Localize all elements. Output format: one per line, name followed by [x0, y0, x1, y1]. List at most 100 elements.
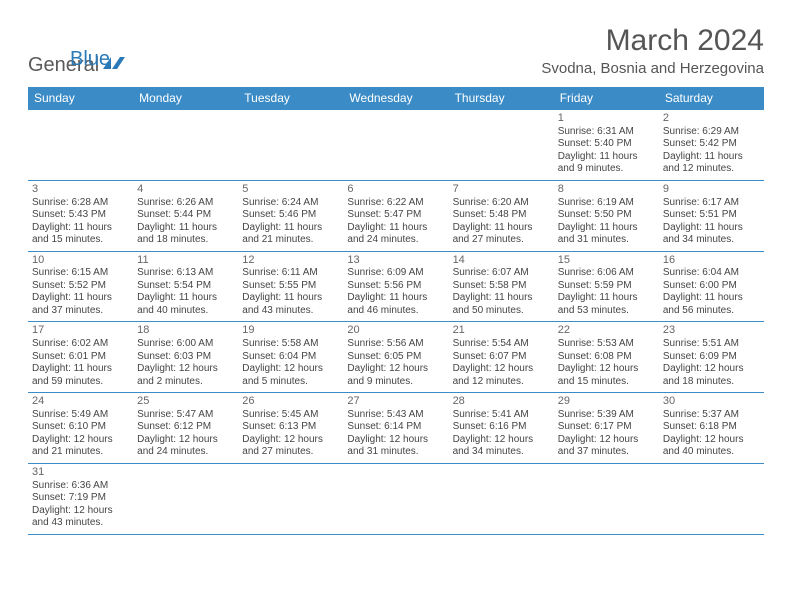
day-daylight2: and 12 minutes. [453, 376, 550, 389]
day-cell: 29Sunrise: 5:39 AMSunset: 6:17 PMDayligh… [554, 393, 659, 463]
day-sunrise: Sunrise: 5:58 AM [242, 338, 339, 351]
day-sunset: Sunset: 6:00 PM [663, 280, 760, 293]
day-sunrise: Sunrise: 6:36 AM [32, 480, 129, 493]
day-cell-empty [343, 464, 448, 534]
day-daylight1: Daylight: 11 hours [453, 222, 550, 235]
day-sunrise: Sunrise: 5:39 AM [558, 409, 655, 422]
day-sunrise: Sunrise: 5:43 AM [347, 409, 444, 422]
day-daylight2: and 50 minutes. [453, 305, 550, 318]
day-cell-empty [238, 464, 343, 534]
day-number: 18 [137, 324, 234, 338]
day-daylight2: and 31 minutes. [558, 234, 655, 247]
day-daylight1: Daylight: 11 hours [242, 292, 339, 305]
day-sunset: Sunset: 6:01 PM [32, 351, 129, 364]
location-subtitle: Svodna, Bosnia and Herzegovina [541, 60, 764, 77]
day-header-row: SundayMondayTuesdayWednesdayThursdayFrid… [28, 87, 764, 110]
day-sunrise: Sunrise: 6:29 AM [663, 126, 760, 139]
week-row: 3Sunrise: 6:28 AMSunset: 5:43 PMDaylight… [28, 181, 764, 252]
day-daylight1: Daylight: 11 hours [137, 292, 234, 305]
day-sunrise: Sunrise: 6:07 AM [453, 267, 550, 280]
day-daylight1: Daylight: 12 hours [137, 434, 234, 447]
day-daylight1: Daylight: 11 hours [347, 222, 444, 235]
day-daylight1: Daylight: 12 hours [453, 434, 550, 447]
day-cell: 7Sunrise: 6:20 AMSunset: 5:48 PMDaylight… [449, 181, 554, 251]
day-header: Thursday [449, 87, 554, 110]
day-sunrise: Sunrise: 6:04 AM [663, 267, 760, 280]
day-cell: 18Sunrise: 6:00 AMSunset: 6:03 PMDayligh… [133, 322, 238, 392]
day-sunset: Sunset: 6:16 PM [453, 421, 550, 434]
day-daylight2: and 15 minutes. [32, 234, 129, 247]
day-sunset: Sunset: 5:47 PM [347, 209, 444, 222]
day-sunset: Sunset: 5:50 PM [558, 209, 655, 222]
day-header: Tuesday [238, 87, 343, 110]
day-daylight2: and 31 minutes. [347, 446, 444, 459]
day-daylight2: and 59 minutes. [32, 376, 129, 389]
day-sunrise: Sunrise: 6:28 AM [32, 197, 129, 210]
day-sunset: Sunset: 6:05 PM [347, 351, 444, 364]
day-cell: 22Sunrise: 5:53 AMSunset: 6:08 PMDayligh… [554, 322, 659, 392]
day-daylight1: Daylight: 11 hours [347, 292, 444, 305]
day-number: 26 [242, 395, 339, 409]
weeks-container: 1Sunrise: 6:31 AMSunset: 5:40 PMDaylight… [28, 110, 764, 535]
day-cell: 27Sunrise: 5:43 AMSunset: 6:14 PMDayligh… [343, 393, 448, 463]
day-cell: 15Sunrise: 6:06 AMSunset: 5:59 PMDayligh… [554, 252, 659, 322]
day-sunset: Sunset: 5:42 PM [663, 138, 760, 151]
day-cell: 12Sunrise: 6:11 AMSunset: 5:55 PMDayligh… [238, 252, 343, 322]
day-cell: 1Sunrise: 6:31 AMSunset: 5:40 PMDaylight… [554, 110, 659, 180]
day-sunrise: Sunrise: 6:02 AM [32, 338, 129, 351]
day-sunrise: Sunrise: 6:26 AM [137, 197, 234, 210]
day-daylight2: and 24 minutes. [347, 234, 444, 247]
day-cell: 19Sunrise: 5:58 AMSunset: 6:04 PMDayligh… [238, 322, 343, 392]
day-cell: 23Sunrise: 5:51 AMSunset: 6:09 PMDayligh… [659, 322, 764, 392]
day-header: Friday [554, 87, 659, 110]
day-cell: 30Sunrise: 5:37 AMSunset: 6:18 PMDayligh… [659, 393, 764, 463]
day-number: 27 [347, 395, 444, 409]
day-sunset: Sunset: 6:12 PM [137, 421, 234, 434]
day-sunrise: Sunrise: 6:20 AM [453, 197, 550, 210]
day-sunset: Sunset: 6:14 PM [347, 421, 444, 434]
day-sunset: Sunset: 5:48 PM [453, 209, 550, 222]
day-cell-empty [133, 464, 238, 534]
day-sunset: Sunset: 5:40 PM [558, 138, 655, 151]
day-sunset: Sunset: 5:51 PM [663, 209, 760, 222]
day-number: 3 [32, 183, 129, 197]
day-daylight1: Daylight: 12 hours [32, 505, 129, 518]
day-daylight1: Daylight: 11 hours [32, 292, 129, 305]
day-cell: 26Sunrise: 5:45 AMSunset: 6:13 PMDayligh… [238, 393, 343, 463]
week-row: 10Sunrise: 6:15 AMSunset: 5:52 PMDayligh… [28, 252, 764, 323]
day-daylight2: and 46 minutes. [347, 305, 444, 318]
day-sunrise: Sunrise: 6:09 AM [347, 267, 444, 280]
day-cell-empty [28, 110, 133, 180]
day-number: 11 [137, 254, 234, 268]
day-number: 5 [242, 183, 339, 197]
day-cell-empty [343, 110, 448, 180]
day-cell-empty [449, 110, 554, 180]
day-daylight2: and 43 minutes. [32, 517, 129, 530]
day-daylight2: and 37 minutes. [558, 446, 655, 459]
day-daylight2: and 56 minutes. [663, 305, 760, 318]
day-cell: 8Sunrise: 6:19 AMSunset: 5:50 PMDaylight… [554, 181, 659, 251]
day-sunrise: Sunrise: 6:24 AM [242, 197, 339, 210]
day-number: 16 [663, 254, 760, 268]
day-cell-empty [238, 110, 343, 180]
day-header: Sunday [28, 87, 133, 110]
day-sunset: Sunset: 5:54 PM [137, 280, 234, 293]
day-daylight1: Daylight: 12 hours [347, 363, 444, 376]
day-sunrise: Sunrise: 6:11 AM [242, 267, 339, 280]
day-daylight1: Daylight: 12 hours [32, 434, 129, 447]
day-cell: 9Sunrise: 6:17 AMSunset: 5:51 PMDaylight… [659, 181, 764, 251]
day-cell: 20Sunrise: 5:56 AMSunset: 6:05 PMDayligh… [343, 322, 448, 392]
day-sunset: Sunset: 5:56 PM [347, 280, 444, 293]
day-number: 9 [663, 183, 760, 197]
day-cell: 10Sunrise: 6:15 AMSunset: 5:52 PMDayligh… [28, 252, 133, 322]
day-daylight1: Daylight: 12 hours [137, 363, 234, 376]
day-sunrise: Sunrise: 5:37 AM [663, 409, 760, 422]
day-sunrise: Sunrise: 5:54 AM [453, 338, 550, 351]
day-daylight2: and 21 minutes. [242, 234, 339, 247]
week-row: 17Sunrise: 6:02 AMSunset: 6:01 PMDayligh… [28, 322, 764, 393]
page-header: General March 2024 Svodna, Bosnia and He… [0, 0, 792, 81]
day-number: 21 [453, 324, 550, 338]
day-number: 29 [558, 395, 655, 409]
day-sunset: Sunset: 5:58 PM [453, 280, 550, 293]
day-number: 13 [347, 254, 444, 268]
